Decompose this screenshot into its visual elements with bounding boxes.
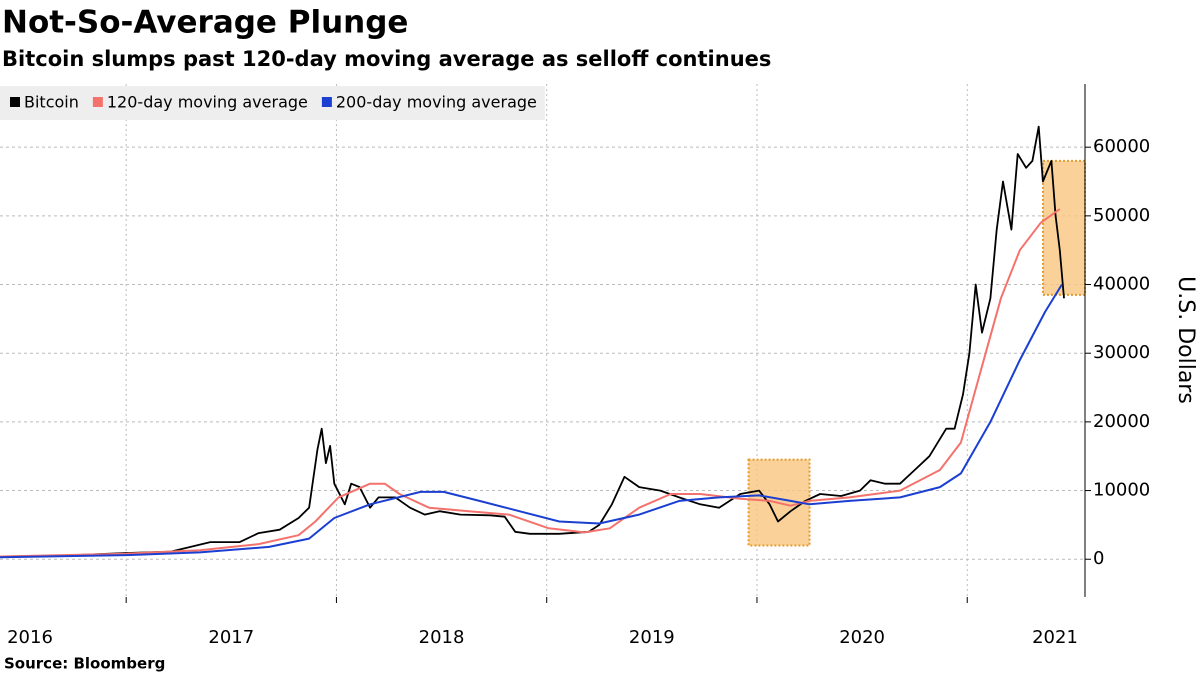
legend-box bbox=[0, 86, 545, 120]
y-tick-label: 40000 bbox=[1093, 274, 1150, 295]
grid bbox=[0, 84, 1085, 597]
x-tick-label: 2021 bbox=[1032, 627, 1078, 648]
x-tick-label: 2018 bbox=[419, 627, 465, 648]
chart-title: Not-So-Average Plunge bbox=[2, 5, 408, 41]
y-tick-label: 10000 bbox=[1093, 480, 1150, 501]
legend-label: 200-day moving average bbox=[336, 93, 537, 112]
highlight-box bbox=[1041, 159, 1086, 296]
x-tick-label: 2017 bbox=[208, 627, 254, 648]
legend-swatch bbox=[92, 97, 103, 107]
legend-label: Bitcoin bbox=[24, 93, 79, 112]
series-line bbox=[0, 125, 1065, 558]
y-tick-label: 20000 bbox=[1093, 411, 1150, 432]
y-axis-label: U.S. Dollars bbox=[1173, 276, 1198, 404]
chart-subtitle: Bitcoin slumps past 120-day moving avera… bbox=[2, 47, 771, 71]
source: Source: Bloomberg bbox=[4, 655, 165, 673]
legend: Bitcoin 120-day moving average 200-day mov… bbox=[0, 86, 545, 120]
y-tick-label: 60000 bbox=[1093, 136, 1150, 157]
x-tick-label: 2019 bbox=[629, 627, 675, 648]
y-tick-label: 0 bbox=[1093, 548, 1104, 569]
series-line bbox=[0, 283, 1063, 559]
series-line bbox=[0, 208, 1061, 558]
legend-swatch bbox=[10, 97, 20, 107]
y-tick-label: 50000 bbox=[1093, 205, 1150, 226]
legend-swatch bbox=[321, 97, 332, 107]
y-tick-label: 30000 bbox=[1093, 342, 1150, 363]
legend-label: 120-day moving average bbox=[107, 93, 308, 112]
x-tick-label: 2016 bbox=[7, 627, 53, 648]
x-tick-label: 2020 bbox=[839, 627, 885, 648]
